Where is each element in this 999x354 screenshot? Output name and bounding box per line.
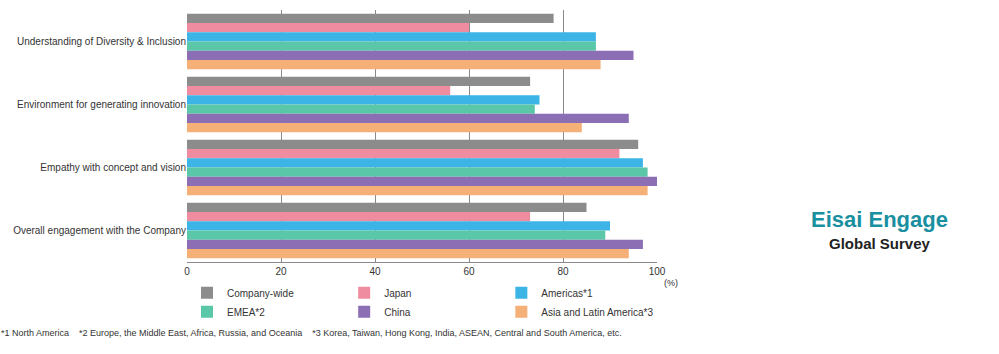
svg-text:0: 0 [184,266,190,277]
svg-text:Empathy with concept and visio: Empathy with concept and vision [40,162,186,173]
svg-text:60: 60 [463,266,475,277]
svg-text:China: China [384,307,411,318]
svg-text:Overall engagement with the Co: Overall engagement with the Company [13,225,186,236]
svg-text:EMEA*2: EMEA*2 [227,307,265,318]
svg-text:Understanding of Diversity & I: Understanding of Diversity & Inclusion [17,36,186,47]
svg-text:Environment for generating inn: Environment for generating innovation [17,99,186,110]
svg-text:Eisai Engage: Eisai Engage [811,207,948,232]
svg-text:20: 20 [275,266,287,277]
svg-text:80: 80 [557,266,569,277]
svg-text:Americas*1: Americas*1 [541,288,593,299]
svg-text:Global Survey: Global Survey [829,235,931,252]
svg-text:Company-wide: Company-wide [227,288,294,299]
svg-text:40: 40 [369,266,381,277]
svg-text:100: 100 [649,266,666,277]
svg-text:(%): (%) [664,278,678,288]
svg-text:Asia and Latin America*3: Asia and Latin America*3 [541,307,653,318]
svg-text:Japan: Japan [384,288,411,299]
svg-text:*1 North America *2 Europe,: *1 North America *2 Europe, the Middle E… [1,328,622,338]
